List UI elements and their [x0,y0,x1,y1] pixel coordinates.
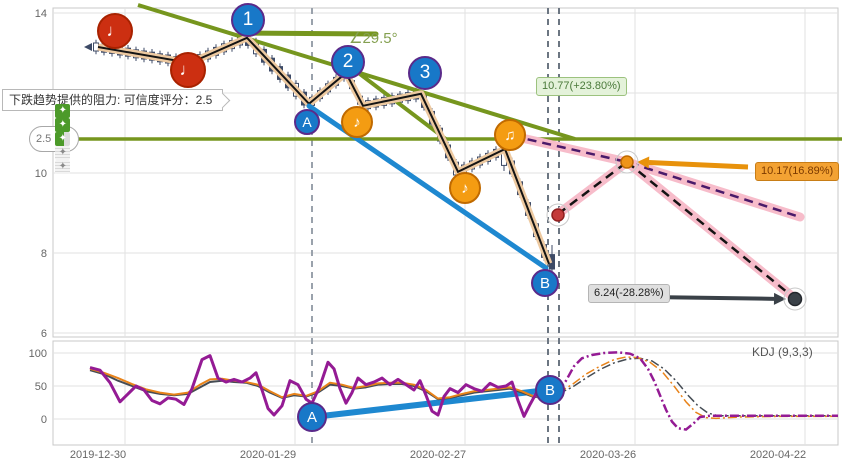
mid-node-dot[interactable] [620,155,634,169]
signal-note-orange-3-glyph: ♫ [504,126,516,144]
target-up-label: 10.77(+23.80%) [536,77,627,96]
pivot-number-3-glyph: 3 [419,62,431,83]
forecast-down-path[interactable] [626,161,794,298]
dashed-guides [311,8,560,445]
point-a-kdj[interactable]: A [297,402,327,432]
candles-layer [84,29,555,277]
main-y-tick: 8 [41,248,47,260]
main-y-tick: 6 [41,328,47,340]
x-axis-date-label: 2020-01-29 [240,449,296,461]
confidence-rating-value: 2.5 [36,133,52,145]
trend-angle-label: ∠29.5° [349,30,398,47]
x-axis-date-label: 2020-04-22 [750,449,806,461]
horizontal-angle-segment[interactable] [240,30,379,37]
kdj-lines [89,351,838,431]
mid-node-dot-halo [615,150,639,174]
confidence-rating-pill[interactable]: 2.5 ✦ ✦ ✦ ✦ ✦ [29,104,80,174]
node-dots [546,150,807,311]
pivot-number-2-glyph: 2 [342,51,354,72]
point-b-main-glyph: B [539,274,550,292]
main-y-tick: 10 [35,168,47,180]
target-mid-label: 10.17(16.89%) [755,162,840,181]
current-price-dot-halo [546,203,570,227]
point-b-kdj-glyph: B [544,381,555,399]
rating-icon-1: ✦ [55,104,71,118]
arrow-to-mid-target-head [637,156,650,169]
forecast-mid-path[interactable] [512,134,801,219]
signal-note-red-1-glyph: ♩ [106,21,124,40]
forecast-up-path-glow [553,157,632,219]
kdj-y-tick: 0 [41,414,47,426]
kdj-k_forecast-line [557,357,838,417]
kdj-d_forecast-line [557,356,838,420]
zigzag-line [97,36,550,265]
zigzag-glow [97,34,553,266]
signal-note-red-2[interactable]: ♩ [170,52,206,88]
signal-note-red-1[interactable]: ♩ [97,13,133,49]
kdj-j-line [89,354,559,418]
arrow-to-mid-target [648,160,749,170]
pivot-number-2[interactable]: 2 [331,45,365,79]
rating-icon-2: ✦ [55,118,71,132]
rating-icon-4: ✦ [55,146,71,160]
target-down-label: 6.24(-28.28%) [588,284,670,303]
signal-note-orange-2[interactable]: ♪ [449,172,481,204]
point-b-main[interactable]: B [531,269,559,297]
kdj-j_forecast-line [557,351,838,431]
point-b-kdj[interactable]: B [535,375,565,405]
main-y-tick: 14 [35,8,47,20]
signal-note-orange-3[interactable]: ♫ [494,119,526,151]
kdj-indicator-label: KDJ (9,3,3) [752,345,813,359]
x-axis-date-label: 2020-02-27 [410,449,466,461]
rating-icon-3: ✦ [55,132,71,146]
kdj-y-tick: 50 [35,381,47,393]
rating-icon-5: ✦ [55,160,71,174]
signal-note-orange-1[interactable]: ♪ [341,106,373,138]
signal-note-orange-2-glyph: ♪ [461,179,469,197]
down-target-dot[interactable] [787,291,803,307]
left-edge-marker-icon [84,43,92,51]
signal-note-red-2-glyph: ♩ [179,60,197,79]
confidence-rating-icons: ✦ ✦ ✦ ✦ ✦ [54,104,71,174]
resistance-tooltip: 下跌趋势提供的阻力: 可信度评分：2.5 [2,89,224,111]
ab-lines [306,103,551,421]
point-a-main-glyph: A [302,114,312,130]
pivot-number-1-glyph: 1 [242,9,254,30]
signal-note-orange-1-glyph: ♪ [353,113,361,131]
arrow-to-down-target-head [773,292,786,305]
pivot-number-1[interactable]: 1 [231,3,265,37]
kdj-y-tick: 100 [29,348,47,360]
downtrend-line-short[interactable] [350,66,449,142]
resistance-tooltip-text: 下跌趋势提供的阻力: 可信度评分：2.5 [9,93,213,107]
x-axis-date-label: 2020-03-26 [580,449,636,461]
zigzag-layer [97,34,553,266]
point-a-main[interactable]: A [294,109,320,135]
point-a-kdj-glyph: A [306,408,317,426]
current-price-dot[interactable] [551,208,565,222]
down-target-dot-halo [783,287,807,311]
x-axis-date-label: 2019-12-30 [70,449,126,461]
pivot-number-3[interactable]: 3 [408,56,442,90]
